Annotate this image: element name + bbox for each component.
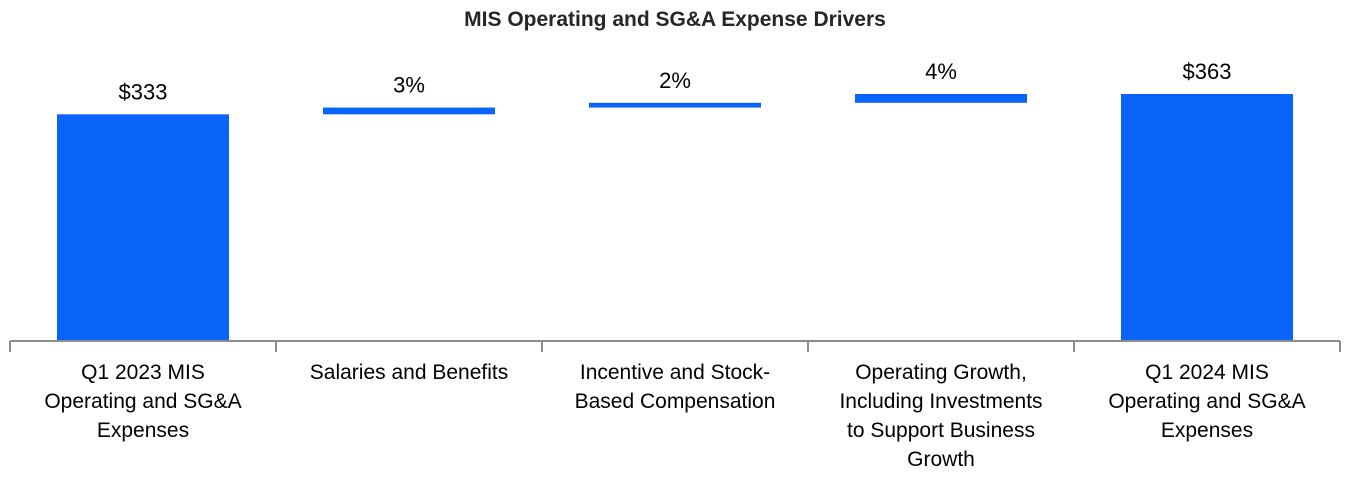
value-labels-group: $333 3% 2% 4% $363 [119,59,1232,104]
bar-2 [323,107,495,115]
bar-4 [855,94,1027,103]
bar-5 [1121,94,1293,340]
category-label-4: Operating Growth, Including Investments to… [839,361,1043,471]
chart-title: MIS Operating and SG&A Expense Drivers [464,8,886,31]
category-label-2: Salaries and Benefits [309,361,509,384]
x-axis [9,340,1341,352]
bars-group [57,94,1293,340]
data-label-3: 2% [659,68,691,93]
data-label-1: $333 [119,79,168,104]
data-label-5: $363 [1183,59,1232,84]
bar-1 [57,114,229,340]
bar-3 [589,102,761,108]
category-label-1: Q1 2023 MIS Operating and SG&A Expenses [44,361,242,442]
data-label-4: 4% [925,59,957,84]
category-label-5: Q1 2024 MIS Operating and SG&A Expenses [1108,361,1306,442]
data-label-2: 3% [393,73,425,98]
category-label-3: Incentive and Stock- Based Compensation [574,361,776,413]
